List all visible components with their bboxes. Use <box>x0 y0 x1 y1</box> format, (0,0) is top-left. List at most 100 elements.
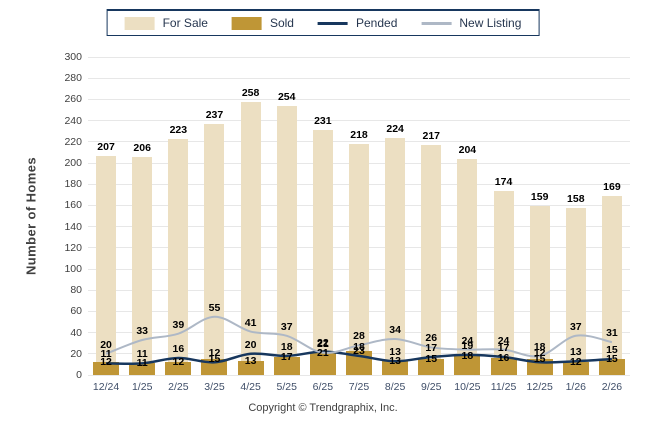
y-tick-label: 60 <box>70 305 82 318</box>
bar-sold <box>490 358 517 375</box>
data-label-new-listing: 39 <box>172 318 185 331</box>
data-label-new-listing: 21 <box>317 337 329 350</box>
copyright-text: Copyright © Trendgraphix, Inc. <box>248 402 398 414</box>
data-label-for-sale: 258 <box>241 86 260 99</box>
data-label-for-sale: 207 <box>97 140 115 153</box>
bar-sold <box>382 361 409 375</box>
x-axis-label: 1/25 <box>131 381 153 393</box>
data-label-pended: 13 <box>569 346 582 359</box>
data-label-for-sale: 237 <box>205 108 224 121</box>
y-tick-label: 220 <box>64 135 82 148</box>
y-tick-label: 140 <box>64 220 82 233</box>
data-label-for-sale: 217 <box>422 129 441 142</box>
x-axis-label: 3/25 <box>204 381 225 393</box>
data-label-pended: 16 <box>172 343 185 356</box>
legend-label-sold: Sold <box>269 16 294 30</box>
data-label-for-sale: 223 <box>169 123 188 136</box>
x-axis-label: 12/24 <box>92 381 120 393</box>
y-axis-title: Number of Homes <box>23 157 39 275</box>
legend: For Sale Sold Pended New Listing <box>106 9 540 36</box>
y-tick-label: 240 <box>64 114 82 127</box>
data-label-sold: 17 <box>280 350 293 363</box>
bar-sold <box>418 359 445 375</box>
y-tick-label: 100 <box>64 263 82 275</box>
bar-for-sale <box>565 207 586 375</box>
data-label-pended: 13 <box>389 346 401 359</box>
data-label-new-listing: 41 <box>244 316 257 329</box>
data-label-sold: 23 <box>353 344 365 357</box>
line-layer <box>105 315 613 365</box>
x-axis-label: 7/25 <box>348 381 370 393</box>
legend-item-new-listing: New Listing <box>421 16 521 30</box>
data-label-pended: 19 <box>461 339 474 352</box>
data-label-pended: 22 <box>317 336 329 349</box>
bar-for-sale <box>385 137 406 375</box>
bar-sold <box>454 355 481 375</box>
data-label-sold: 21 <box>317 346 329 359</box>
data-label-for-sale: 169 <box>603 180 621 193</box>
bar-for-sale <box>240 101 261 375</box>
bar-sold <box>165 362 192 375</box>
legend-item-for-sale: For Sale <box>124 16 208 30</box>
bar-for-sale <box>493 190 514 375</box>
data-label-pended: 17 <box>497 341 510 354</box>
data-label-for-sale: 224 <box>386 122 404 135</box>
bar-for-sale <box>349 143 369 375</box>
pended-line <box>106 350 613 365</box>
data-label-pended: 12 <box>208 347 221 360</box>
plot-area: 207 206 223 237 258 254 231 218 224 217 204 174 159 1… <box>88 56 630 376</box>
y-tick-label: 80 <box>70 284 82 297</box>
gridline <box>88 141 630 143</box>
y-tick-label: 280 <box>64 72 82 85</box>
legend-item-pended: Pended <box>317 16 397 30</box>
data-label-pended: 18 <box>280 340 293 353</box>
legend-label-for-sale: For Sale <box>162 16 208 30</box>
data-label-for-sale: 206 <box>133 141 151 154</box>
data-label-for-sale: 254 <box>277 90 296 103</box>
x-axis-label: 2/25 <box>168 381 189 393</box>
data-label-for-sale: 174 <box>494 175 513 188</box>
data-label-for-sale: 158 <box>567 192 585 205</box>
y-tick-label: 160 <box>64 199 82 212</box>
y-tick-label: 200 <box>64 157 82 169</box>
data-label-sold: 15 <box>208 353 221 366</box>
pended-line-swatch-icon <box>317 21 348 25</box>
bar-sold <box>237 361 264 375</box>
data-label-new-listing: 31 <box>606 327 618 340</box>
for-sale-swatch-icon <box>124 16 155 30</box>
data-label-sold: 13 <box>244 355 257 368</box>
gridline <box>88 374 630 376</box>
bar-for-sale <box>529 206 550 375</box>
data-label-pended: 15 <box>606 344 618 357</box>
bar-for-sale <box>276 105 297 375</box>
bar-sold <box>309 352 336 375</box>
x-axis-label: 5/25 <box>276 381 297 393</box>
data-label-sold: 15 <box>533 353 546 366</box>
y-tick-label: 0 <box>76 369 82 381</box>
data-label-sold: 15 <box>606 353 618 366</box>
x-axis-label: 1/26 <box>565 381 587 393</box>
new-listing-line <box>105 315 613 358</box>
x-axis-label: 10/25 <box>454 381 481 393</box>
data-label-pended: 11 <box>136 348 148 361</box>
x-axis-label: 6/25 <box>312 381 334 393</box>
data-label-sold: 12 <box>100 356 112 369</box>
bar-for-sale <box>457 158 478 375</box>
x-axis-label: 4/25 <box>240 381 261 393</box>
data-label-new-listing: 55 <box>208 301 221 314</box>
bar-sold <box>562 362 589 375</box>
y-tick-label: 120 <box>64 241 82 254</box>
data-label-for-sale: 204 <box>458 143 477 156</box>
y-tick-label: 300 <box>64 51 82 63</box>
data-label-pended: 17 <box>425 341 438 354</box>
data-label-sold: 18 <box>461 349 474 362</box>
y-tick-label: 180 <box>64 178 82 191</box>
data-label-new-listing: 20 <box>100 338 112 351</box>
gridline <box>88 77 630 79</box>
data-label-for-sale: 231 <box>314 115 332 128</box>
data-label-new-listing: 18 <box>533 340 546 353</box>
sold-swatch-icon <box>231 16 262 30</box>
bar-sold <box>598 359 625 375</box>
data-label-sold: 16 <box>497 352 510 365</box>
